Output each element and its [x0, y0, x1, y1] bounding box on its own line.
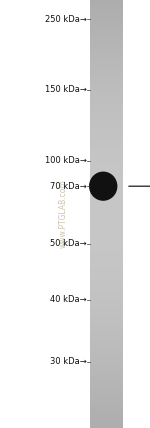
Text: www.PTGLAB.com: www.PTGLAB.com: [58, 180, 68, 248]
Text: 50 kDa→: 50 kDa→: [50, 239, 87, 249]
Text: 70 kDa→: 70 kDa→: [50, 181, 87, 191]
Ellipse shape: [90, 172, 117, 200]
Text: 250 kDa→: 250 kDa→: [45, 15, 87, 24]
Text: 100 kDa→: 100 kDa→: [45, 156, 87, 165]
Text: 150 kDa→: 150 kDa→: [45, 85, 87, 95]
Text: 40 kDa→: 40 kDa→: [50, 295, 87, 304]
Text: 30 kDa→: 30 kDa→: [50, 357, 87, 366]
